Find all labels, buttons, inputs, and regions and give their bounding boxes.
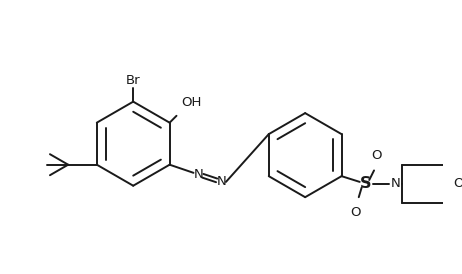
- Text: O: O: [453, 177, 462, 190]
- Text: Br: Br: [126, 74, 140, 87]
- Text: OH: OH: [181, 96, 201, 109]
- Text: S: S: [360, 176, 371, 191]
- Text: N: N: [391, 177, 401, 190]
- Text: N: N: [194, 168, 203, 181]
- Text: N: N: [216, 175, 226, 189]
- Text: O: O: [371, 149, 382, 162]
- Text: O: O: [351, 206, 361, 219]
